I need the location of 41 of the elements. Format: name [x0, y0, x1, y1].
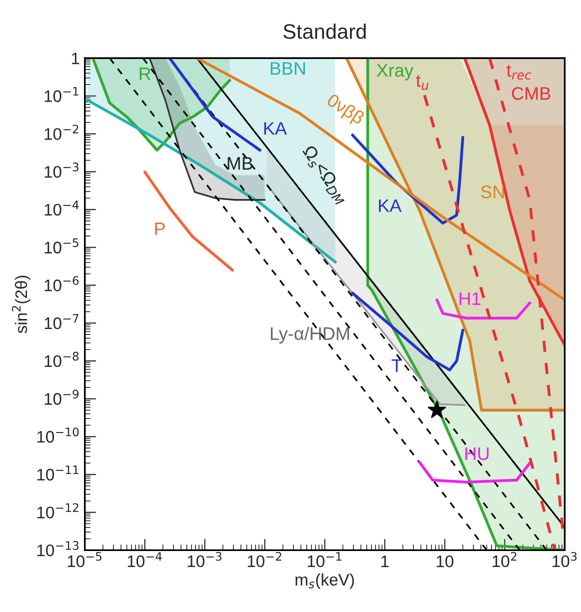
annotation: KA [379, 199, 402, 212]
annotation: BBN [270, 62, 305, 75]
y-tick-label: 10$^{−6}$ [44, 276, 79, 292]
annotation: T [392, 359, 402, 372]
annotation: CMB [512, 87, 550, 100]
annotation: Ly-α/HDM [270, 326, 349, 344]
y-tick-label: 10$^{−12}$ [37, 503, 78, 518]
y-tick-label: 10$^{−2}$ [44, 124, 78, 140]
y-tick-label: 10$^{−10}$ [37, 428, 79, 443]
chart-title: Standard [283, 24, 366, 39]
x-tick-label: 10$^{−2}$ [248, 552, 282, 568]
x-axis-title: m$_{s}$(keV) [296, 573, 354, 589]
y-tick-label: 10$^{−11}$ [37, 466, 78, 481]
annotation: Ω$_{s}$<Ω$_{DM}$ [300, 144, 350, 206]
y-tick-label: 10$^{−8}$ [44, 352, 79, 368]
y-tick-label: 10$^{−9}$ [44, 390, 79, 405]
annotation: MB [228, 157, 252, 170]
y-tick-label: 10$^{−5}$ [44, 238, 78, 254]
annotation: P [155, 222, 165, 236]
y-tick-label: 10$^{−1}$ [44, 87, 78, 102]
x-tick-label: 10$^{−1}$ [308, 552, 342, 568]
y-tick-label: 1 [72, 52, 80, 64]
annotation: Xray [376, 64, 414, 80]
x-tick-label: 10 [436, 555, 454, 568]
x-tick-label: 10$^{−4}$ [128, 552, 162, 568]
y-tick-label: 10$^{−4}$ [44, 200, 79, 216]
y-tick-label: 10$^{−3}$ [44, 162, 78, 178]
annotation: t$_{rec}$ [506, 64, 532, 80]
x-tick-label: 1 [381, 556, 389, 568]
annotation: HU [465, 447, 489, 460]
x-tick-label: 10$^{3}$ [552, 552, 577, 568]
x-tick-label: 10$^{2}$ [492, 552, 516, 568]
annotation: H1 [460, 292, 480, 305]
annotation: R [140, 68, 150, 80]
annotation: t$_{u}$ [416, 75, 428, 90]
annotation: KA [264, 122, 287, 135]
y-tick-label: 10$^{−7}$ [44, 314, 78, 330]
annotation: SN [481, 186, 504, 198]
y-axis-title: sin$^{2}$(2θ) [12, 276, 30, 334]
annotation: 0νββ [324, 92, 366, 128]
x-tick-label: 10$^{−3}$ [188, 552, 222, 568]
